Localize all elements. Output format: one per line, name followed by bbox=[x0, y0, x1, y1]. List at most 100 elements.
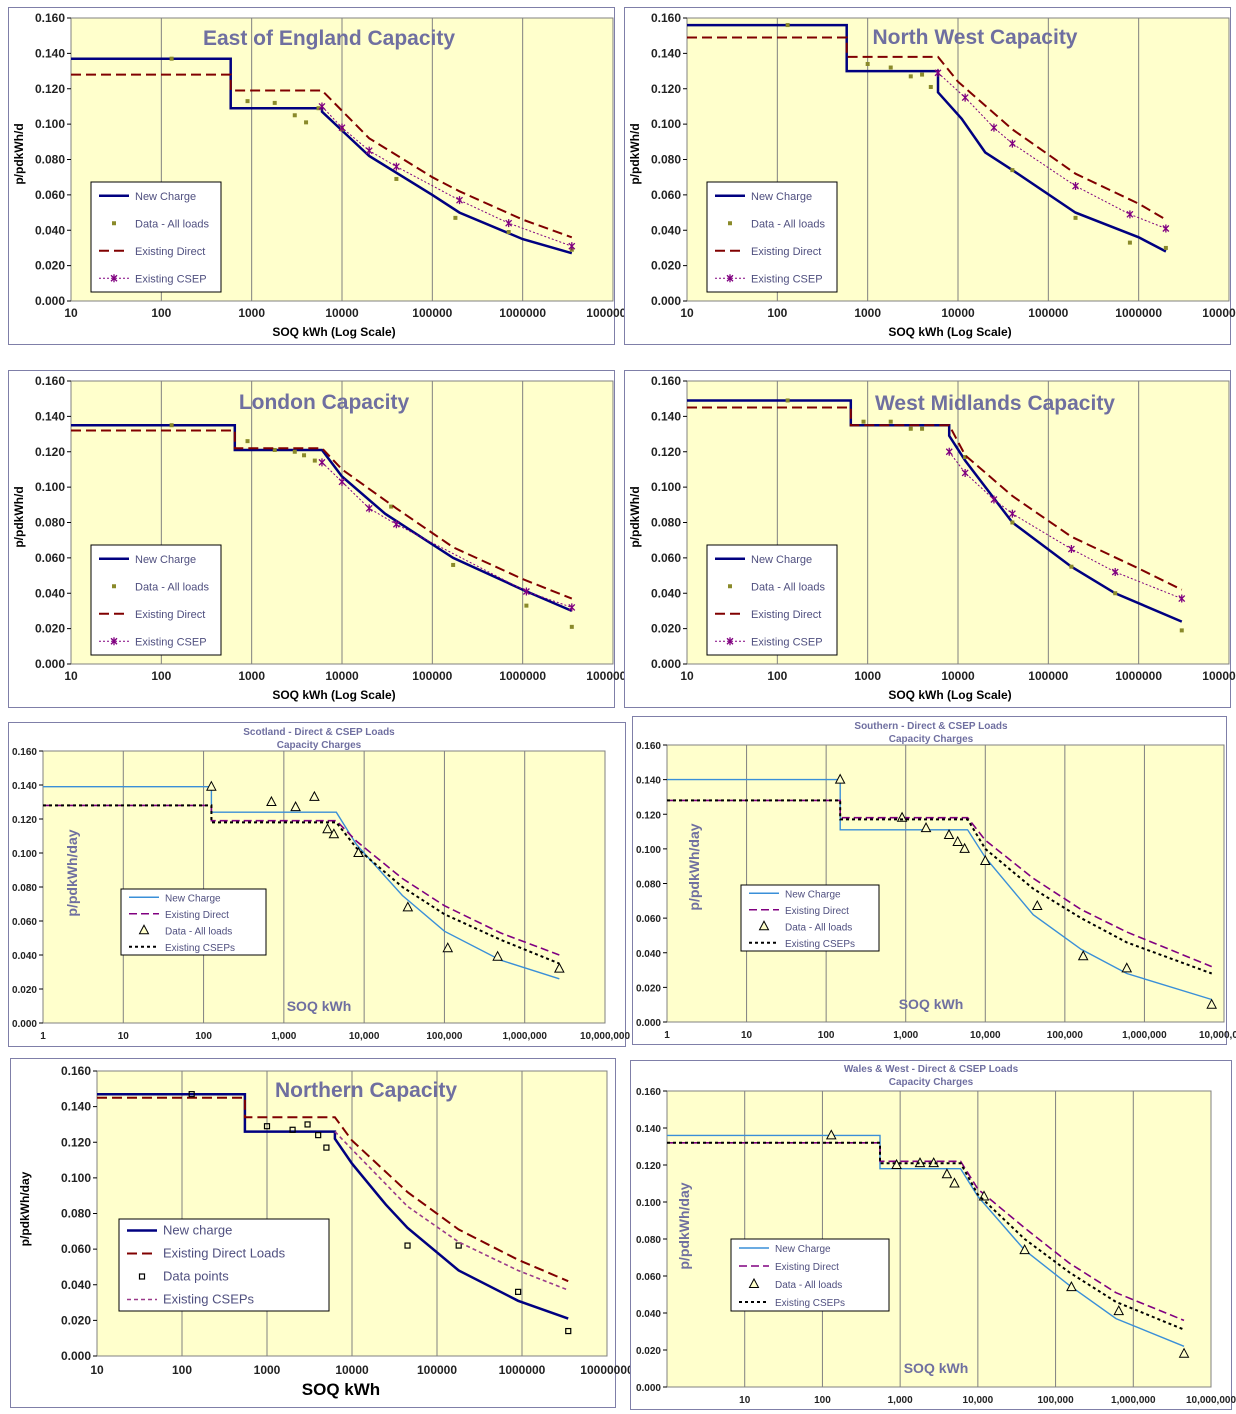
x-tick-label: 100000 bbox=[412, 669, 452, 683]
x-tick-label: 1,000,000 bbox=[1122, 1030, 1167, 1041]
series-line bbox=[667, 1141, 1185, 1331]
data-point bbox=[949, 1177, 960, 1188]
data-point bbox=[785, 398, 790, 403]
data-point bbox=[404, 1242, 411, 1249]
x-tick-label: 10000 bbox=[941, 669, 975, 683]
series-line bbox=[667, 1142, 1185, 1322]
x-tick-label: 10,000,000 bbox=[1186, 1395, 1236, 1406]
chart-panel-northern: 0.000 0.020 0.040 0.060 0.080 0.100 0.120 0.140… bbox=[10, 1058, 634, 1408]
y-axis-title: p/pdkWh/day bbox=[686, 823, 702, 910]
chart-title: West Midlands Capacity bbox=[875, 392, 1115, 415]
data-point bbox=[289, 1126, 296, 1133]
data-point bbox=[323, 1144, 330, 1151]
y-tick-label: 0.120 bbox=[61, 1135, 91, 1149]
y-tick-label: 0.140 bbox=[636, 1124, 661, 1135]
data-point bbox=[522, 587, 530, 596]
legend-marker bbox=[110, 637, 118, 646]
data-point bbox=[920, 72, 925, 77]
legend-label: Data - All loads bbox=[165, 926, 232, 937]
y-tick-label: 0.160 bbox=[35, 374, 65, 388]
data-point bbox=[245, 439, 250, 444]
chart-svg: 0.000 0.020 0.040 0.060 0.080 0.100 0.120 0.140… bbox=[12, 727, 630, 1042]
data-point bbox=[515, 1288, 522, 1295]
legend-marker bbox=[728, 584, 732, 589]
x-axis-title: SOQ kWh (Log Scale) bbox=[272, 688, 395, 702]
y-axis-title: p/pdkWh/d bbox=[628, 123, 642, 184]
data-point bbox=[990, 495, 998, 504]
data-point bbox=[456, 196, 463, 205]
legend-label: New charge bbox=[163, 1223, 232, 1238]
y-tick-label: 0.160 bbox=[12, 747, 37, 758]
data-point bbox=[908, 74, 913, 79]
series-3 bbox=[945, 447, 1186, 603]
chart-subtitle: Capacity Charges bbox=[889, 1077, 974, 1088]
data-point bbox=[1113, 591, 1118, 596]
x-tick-label: 100 bbox=[151, 669, 171, 683]
data-point bbox=[896, 811, 908, 822]
y-tick-label: 0.060 bbox=[35, 188, 65, 202]
series-line bbox=[687, 36, 1167, 221]
series-2 bbox=[834, 773, 1218, 1009]
data-point bbox=[961, 468, 969, 477]
data-point bbox=[952, 835, 964, 846]
data-point bbox=[888, 65, 893, 70]
data-point bbox=[1067, 545, 1075, 554]
x-tick-label: 10000000 bbox=[1202, 669, 1236, 683]
data-point bbox=[1019, 1244, 1030, 1255]
series-line bbox=[334, 1131, 569, 1291]
x-tick-label: 100 bbox=[767, 669, 787, 683]
legend-marker bbox=[138, 1273, 146, 1280]
x-tick-label: 100,000 bbox=[1047, 1030, 1084, 1041]
y-tick-label: 0.000 bbox=[35, 294, 65, 308]
x-tick-label: 1 bbox=[664, 1030, 670, 1041]
data-point bbox=[318, 458, 326, 467]
data-point bbox=[322, 823, 333, 834]
chart-title: Northern Capacity bbox=[275, 1079, 457, 1102]
data-point bbox=[169, 56, 174, 61]
y-tick-label: 0.160 bbox=[636, 1087, 661, 1098]
data-point bbox=[1121, 962, 1133, 973]
series-3 bbox=[334, 1131, 569, 1291]
legend-label: Existing Direct bbox=[785, 906, 849, 917]
legend: New Charge Data - All loads Existing Direc… bbox=[706, 544, 838, 656]
data-point bbox=[506, 230, 511, 235]
data-point bbox=[188, 1091, 195, 1098]
x-tick-label: 1,000,000 bbox=[1111, 1395, 1156, 1406]
x-tick-label: 10000 bbox=[335, 1363, 369, 1377]
series-1 bbox=[97, 1096, 569, 1283]
legend: New Charge Data - All loads Existing Direc… bbox=[90, 181, 222, 293]
series-line bbox=[71, 429, 573, 600]
legend-marker bbox=[748, 1277, 760, 1288]
series-1 bbox=[43, 804, 560, 956]
x-tick-label: 10000 bbox=[325, 669, 359, 683]
legend-box bbox=[90, 544, 222, 656]
data-point bbox=[865, 61, 870, 66]
data-point bbox=[1010, 168, 1015, 173]
legend-label: New Charge bbox=[165, 893, 221, 904]
y-axis-title: p/pdkWh/d bbox=[628, 486, 642, 547]
y-tick-label: 0.020 bbox=[12, 985, 37, 996]
data-point bbox=[979, 854, 991, 865]
legend-box bbox=[706, 181, 838, 293]
x-axis-title: SOQ kWh (Log Scale) bbox=[272, 325, 395, 339]
data-point bbox=[943, 828, 955, 840]
data-point bbox=[920, 822, 932, 833]
x-tick-label: 10,000,000 bbox=[1199, 1030, 1236, 1041]
legend-box bbox=[706, 544, 838, 656]
y-tick-label: 0.000 bbox=[651, 657, 681, 671]
y-tick-label: 0.140 bbox=[651, 46, 681, 60]
legend: New charge Existing Direct Loads Data poin… bbox=[118, 1218, 330, 1312]
x-tick-label: 100 bbox=[767, 306, 787, 320]
x-tick-label: 10000 bbox=[325, 306, 359, 320]
data-point bbox=[891, 1158, 902, 1169]
legend-label: Existing Direct bbox=[775, 1262, 839, 1273]
data-point bbox=[169, 423, 174, 428]
series-2 bbox=[206, 780, 565, 973]
x-tick-label: 1000000 bbox=[1115, 306, 1162, 320]
data-point bbox=[292, 449, 297, 454]
series-0 bbox=[43, 786, 560, 980]
data-point bbox=[292, 113, 297, 118]
x-tick-label: 10 bbox=[680, 669, 694, 683]
data-point bbox=[1162, 224, 1170, 233]
series-2 bbox=[188, 1091, 572, 1335]
